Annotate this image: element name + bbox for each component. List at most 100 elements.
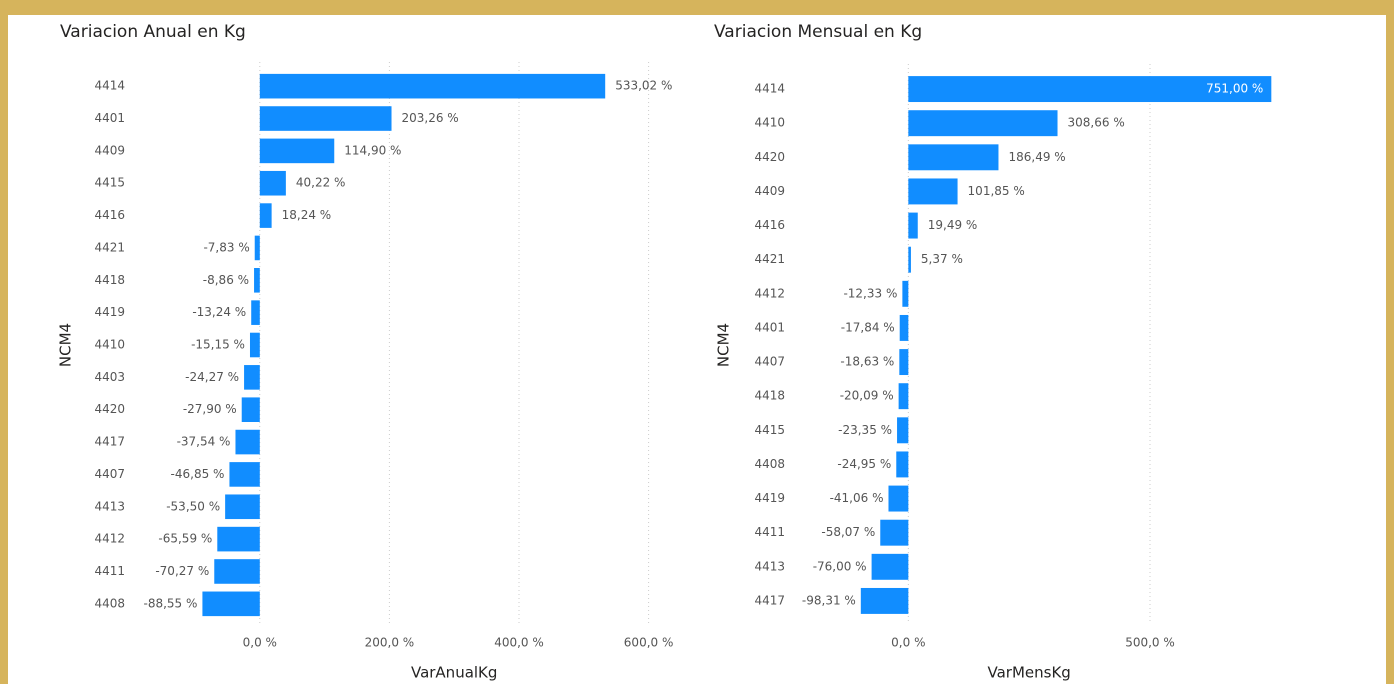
y-tick-label: 4410 <box>94 338 125 352</box>
y-tick-label: 4418 <box>94 273 125 287</box>
bar <box>217 526 260 552</box>
data-label: -13,24 % <box>192 305 246 319</box>
bar <box>259 203 272 228</box>
x-tick-label: 200,0 % <box>365 636 415 650</box>
bar <box>241 397 260 422</box>
y-tick-label: 4421 <box>754 252 785 266</box>
x-tick-label: 400,0 % <box>494 636 544 650</box>
y-tick-label: 4421 <box>94 240 125 254</box>
data-label: -12,33 % <box>843 286 897 300</box>
bar <box>214 559 260 584</box>
data-label: -37,54 % <box>177 435 231 449</box>
data-label: 40,22 % <box>296 176 346 190</box>
data-label: 19,49 % <box>928 218 978 232</box>
x-tick-label: 500,0 % <box>1125 636 1175 650</box>
bar <box>259 138 335 164</box>
y-tick-label: 4412 <box>94 532 125 546</box>
data-label: 18,24 % <box>282 208 332 222</box>
y-tick-label: 4417 <box>94 435 125 449</box>
x-axis-title: VarMensKg <box>988 664 1071 682</box>
bar <box>259 170 286 196</box>
bar <box>235 429 260 455</box>
bar <box>880 519 909 546</box>
data-label: 114,90 % <box>344 143 401 157</box>
data-label: -70,27 % <box>155 564 209 578</box>
bar <box>902 280 909 307</box>
y-tick-label: 4408 <box>754 457 785 471</box>
data-label: -24,95 % <box>837 457 891 471</box>
bar <box>871 553 909 580</box>
y-axis-title: NCM4 <box>715 323 733 367</box>
y-tick-label: 4411 <box>94 564 125 578</box>
y-tick-label: 4415 <box>94 176 125 190</box>
y-tick-label: 4413 <box>94 499 125 513</box>
x-tick-label: 0,0 % <box>891 636 925 650</box>
y-tick-label: 4410 <box>754 116 785 130</box>
bar <box>202 591 260 617</box>
data-label: -98,31 % <box>802 593 856 607</box>
y-tick-label: 4411 <box>754 525 785 539</box>
bar <box>896 451 909 478</box>
y-tick-label: 4403 <box>94 370 125 384</box>
data-label: 308,66 % <box>1068 116 1125 130</box>
x-tick-label: 0,0 % <box>243 636 277 650</box>
bar <box>888 485 909 512</box>
bar <box>249 332 260 358</box>
chart-title: Variacion Anual en Kg <box>60 22 246 42</box>
bar <box>254 268 260 293</box>
data-label: -7,83 % <box>203 240 249 254</box>
y-tick-label: 4416 <box>94 208 125 222</box>
bar <box>908 212 918 239</box>
y-tick-label: 4408 <box>94 596 125 610</box>
y-tick-label: 4412 <box>754 286 785 300</box>
data-label: -53,50 % <box>166 499 220 513</box>
bar <box>229 462 260 487</box>
y-tick-label: 4409 <box>94 143 125 157</box>
data-label: -18,63 % <box>840 355 894 369</box>
bar <box>899 314 909 341</box>
y-tick-label: 4401 <box>94 111 125 125</box>
bar <box>254 235 260 261</box>
bar <box>251 300 260 325</box>
bar <box>259 73 606 99</box>
data-label: -8,86 % <box>203 273 249 287</box>
data-label: -24,27 % <box>185 370 239 384</box>
data-label: -15,15 % <box>191 338 245 352</box>
y-tick-label: 4419 <box>754 491 785 505</box>
data-label: 751,00 % <box>1206 82 1263 96</box>
y-tick-label: 4420 <box>94 402 125 416</box>
y-tick-label: 4414 <box>754 82 785 96</box>
y-tick-label: 4407 <box>94 467 125 481</box>
y-tick-label: 4413 <box>754 559 785 573</box>
y-tick-label: 4407 <box>754 355 785 369</box>
data-label: 203,26 % <box>402 111 459 125</box>
bar <box>908 110 1058 137</box>
bar <box>860 587 909 614</box>
data-label: -27,90 % <box>183 402 237 416</box>
data-label: -41,06 % <box>830 491 884 505</box>
chart-title: Variacion Mensual en Kg <box>714 22 922 42</box>
y-tick-label: 4416 <box>754 218 785 232</box>
bar <box>244 365 260 390</box>
data-label: -76,00 % <box>813 559 867 573</box>
data-label: -20,09 % <box>840 389 894 403</box>
data-label: -58,07 % <box>821 525 875 539</box>
y-tick-label: 4401 <box>754 320 785 334</box>
y-tick-label: 4418 <box>754 389 785 403</box>
bar <box>899 349 909 376</box>
data-label: 101,85 % <box>968 184 1025 198</box>
y-tick-label: 4414 <box>94 79 125 93</box>
bar <box>225 494 260 520</box>
bar <box>908 178 958 205</box>
data-label: 5,37 % <box>921 252 963 266</box>
y-tick-label: 4415 <box>754 423 785 437</box>
data-label: 186,49 % <box>1008 150 1065 164</box>
y-tick-label: 4417 <box>754 593 785 607</box>
bar <box>259 106 392 131</box>
data-label: 533,02 % <box>615 79 672 93</box>
x-tick-label: 600,0 % <box>624 636 674 650</box>
data-label: -88,55 % <box>144 596 198 610</box>
data-label: -23,35 % <box>838 423 892 437</box>
bar <box>908 246 911 273</box>
data-label: -65,59 % <box>158 532 212 546</box>
